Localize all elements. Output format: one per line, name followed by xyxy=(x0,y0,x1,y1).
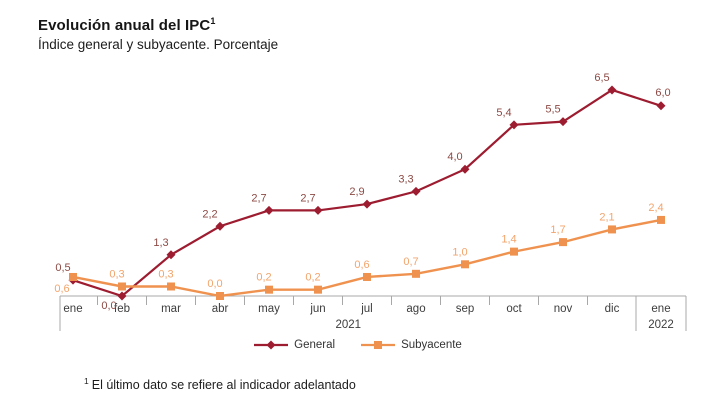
chart-header: Evolución anual del IPC1 Índice general … xyxy=(38,16,278,52)
legend-square-marker xyxy=(374,341,383,349)
x-axis-label: nov xyxy=(554,303,573,315)
data-point-general xyxy=(656,101,666,111)
title-footnote-marker: 1 xyxy=(210,16,216,26)
data-label-subyacente: 0,2 xyxy=(256,272,271,284)
data-label-general: 1,3 xyxy=(153,237,168,249)
data-label-general: 0,5 xyxy=(55,262,70,274)
page-subtitle: Índice general y subyacente. Porcentaje xyxy=(38,37,279,52)
data-point-subyacente xyxy=(69,272,77,281)
data-point-subyacente xyxy=(167,282,175,291)
x-axis-label: dic xyxy=(605,303,620,315)
x-axis-label: jul xyxy=(360,303,373,315)
x-axis-label: feb xyxy=(114,303,130,315)
data-point-general xyxy=(362,199,372,209)
data-point-general xyxy=(607,85,617,95)
data-point-subyacente xyxy=(461,260,469,269)
data-label-subyacente: 0,3 xyxy=(158,268,173,280)
data-label-general: 6,0 xyxy=(655,87,670,99)
data-label-subyacente: 2,4 xyxy=(648,202,663,214)
data-label-general: 2,7 xyxy=(251,192,266,204)
data-label-general: 0,0 xyxy=(101,300,116,312)
data-point-subyacente xyxy=(265,285,273,294)
data-point-subyacente xyxy=(657,215,665,224)
data-point-general xyxy=(411,186,421,196)
data-label-subyacente: 2,1 xyxy=(599,211,614,223)
x-axis-label: ene xyxy=(63,303,82,315)
legend-diamond-marker xyxy=(266,340,276,350)
data-label-subyacente: 0,6 xyxy=(354,259,369,271)
data-point-subyacente xyxy=(216,292,224,300)
series-line-subyacente xyxy=(72,218,662,298)
data-point-subyacente xyxy=(118,282,126,291)
data-point-general xyxy=(215,221,225,231)
legend-item-general: General xyxy=(254,339,335,351)
legend-item-subyacente: Subyacente xyxy=(361,339,462,351)
data-label-general: 3,3 xyxy=(398,173,413,185)
data-label-general: 4,0 xyxy=(447,151,462,163)
page-title: Evolución anual del IPC1 xyxy=(38,16,278,34)
footnote: 1 El último dato se refiere al indicador … xyxy=(84,376,356,392)
data-label-subyacente: 1,4 xyxy=(501,234,516,246)
x-axis-label: sep xyxy=(456,303,475,315)
chart-legend: General Subyacente xyxy=(0,339,716,351)
data-point-subyacente xyxy=(363,272,371,281)
data-label-general: 2,7 xyxy=(300,192,315,204)
x-axis-label: oct xyxy=(506,303,522,315)
diamond-line-marker-icon xyxy=(254,340,289,350)
ipc-chart-svg: ene feb mar abr may jun jul ago sep oct nov dic ene 2… xyxy=(54,72,687,331)
page-title-text: Evolución anual del IPC xyxy=(38,17,211,34)
legend-label-general: General xyxy=(294,339,336,351)
data-point-general xyxy=(264,205,274,215)
x-axis-label: may xyxy=(258,303,280,315)
data-label-subyacente: 0,2 xyxy=(305,272,320,284)
data-label-general: 5,4 xyxy=(496,107,511,119)
square-line-marker-icon xyxy=(361,341,396,349)
x-axis-label: mar xyxy=(161,303,181,315)
data-point-general xyxy=(313,205,323,215)
data-point-subyacente xyxy=(559,238,567,247)
data-point-general xyxy=(460,164,470,174)
data-point-subyacente xyxy=(510,247,518,256)
data-point-general xyxy=(509,120,519,130)
data-label-general: 5,5 xyxy=(545,104,560,116)
data-label-subyacente: 0,6 xyxy=(54,283,69,295)
data-label-general: 6,5 xyxy=(594,72,609,84)
data-point-subyacente xyxy=(608,225,616,234)
x-axis-label: abr xyxy=(212,303,229,315)
data-label-subyacente: 0,3 xyxy=(109,268,124,280)
data-label-general: 2,9 xyxy=(349,186,364,198)
data-point-subyacente xyxy=(314,285,322,294)
data-label-subyacente: 0,7 xyxy=(403,256,418,268)
data-label-subyacente: 0,0 xyxy=(207,278,222,290)
footnote-marker: 1 xyxy=(84,375,89,386)
data-point-general xyxy=(558,117,568,127)
legend-label-subyacente: Subyacente xyxy=(401,339,462,351)
data-label-subyacente: 1,7 xyxy=(550,224,565,236)
x-axis-label: jun xyxy=(309,303,325,315)
data-point-subyacente xyxy=(412,269,420,278)
data-label-subyacente: 1,0 xyxy=(452,246,467,258)
data-point-general xyxy=(166,250,176,260)
data-point-general xyxy=(117,291,127,301)
x-axis-year-label: 2021 xyxy=(335,319,361,331)
x-axis-year-label: 2022 xyxy=(648,319,674,331)
footnote-text: El último dato se refiere al indicador a… xyxy=(91,377,356,392)
x-axis-label: ene xyxy=(651,303,670,315)
data-label-general: 2,2 xyxy=(202,208,217,220)
x-axis-label: ago xyxy=(406,303,425,315)
